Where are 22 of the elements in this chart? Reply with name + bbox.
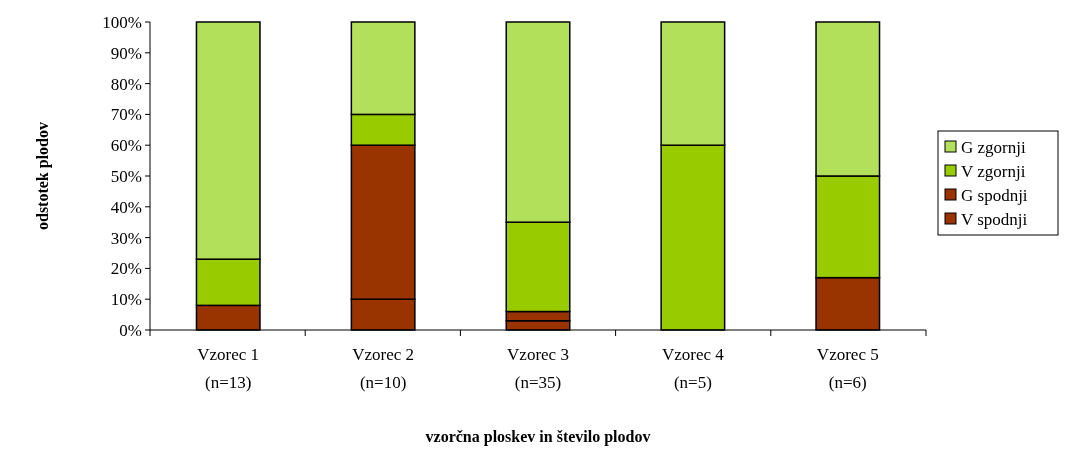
x-tick-label: Vzorec 4 (n=5)	[661, 345, 725, 392]
legend-label: G zgornji	[961, 137, 1026, 157]
y-tick-label: 10%	[110, 290, 142, 310]
y-tick-label: 60%	[110, 136, 142, 156]
x-tick-label: Vzorec 3 (n=35)	[507, 345, 569, 392]
y-tick-label: 20%	[110, 259, 142, 279]
y-tick-label: 100%	[102, 12, 142, 32]
legend-label: V zgornji	[961, 161, 1026, 181]
legend-label: V spodnji	[961, 209, 1028, 229]
x-tick-label: Vzorec 2 (n=10)	[352, 345, 415, 392]
y-tick-label: 50%	[110, 166, 142, 186]
legend-label: G spodnji	[961, 185, 1028, 205]
y-tick-label: 0%	[119, 320, 142, 340]
x-tick-label: Vzorec 5 (n=6)	[816, 345, 879, 392]
y-tick-label: 30%	[110, 228, 142, 248]
y-tick-label: 80%	[110, 74, 142, 94]
y-tick-label: 90%	[110, 43, 142, 63]
x-axis-title: vzorčna ploskev in število plodov	[425, 428, 651, 446]
x-tick-label: Vzorec 1 (n=13)	[197, 345, 260, 392]
y-tick-label: 70%	[110, 105, 142, 125]
y-axis-title: odstotek plodov	[34, 121, 52, 231]
y-tick-label: 40%	[110, 197, 142, 217]
